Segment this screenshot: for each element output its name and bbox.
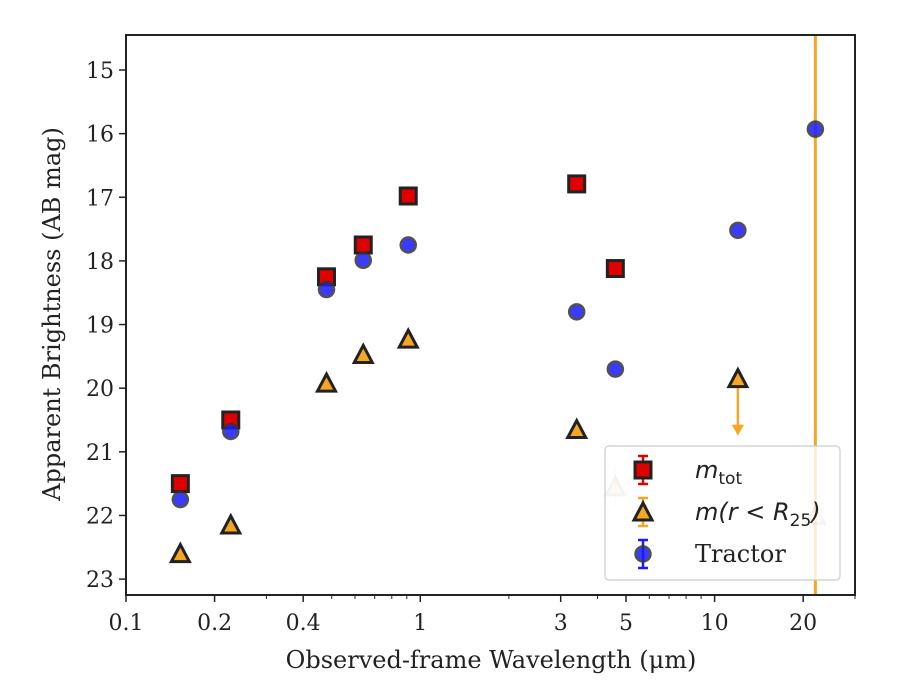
x-tick-label: 1 <box>413 611 427 636</box>
data-point-circle <box>567 303 586 321</box>
y-tick-label: 18 <box>86 250 114 275</box>
y-tick-label: 19 <box>86 314 114 339</box>
y-tick-label: 16 <box>86 123 114 148</box>
data-point-triangle <box>168 541 192 564</box>
legend-label: Tractor <box>695 540 786 568</box>
data-point-square <box>567 174 587 194</box>
plot-frame <box>125 34 856 596</box>
legend-marker-square <box>633 460 653 480</box>
legend-label: mtot <box>695 456 742 489</box>
legend-marker-circle <box>634 545 652 563</box>
y-tick-label: 20 <box>86 377 114 402</box>
legend-box <box>604 445 841 581</box>
data-point-triangle <box>219 512 243 535</box>
legend-marker-triangle <box>631 499 655 522</box>
upper-limit-arrowhead <box>731 424 744 436</box>
y-axis: 15 16 17 18 19 20 21 22 23 <box>86 59 126 593</box>
data-point-square <box>170 474 190 494</box>
data-point-circle <box>317 280 336 299</box>
legend-label: m(r < R25) <box>695 498 821 531</box>
x-tick-label: 20 <box>789 611 817 636</box>
data-point-triangle <box>565 417 589 440</box>
x-tick-label: 0.1 <box>109 611 144 636</box>
data-point-triangle <box>351 342 375 364</box>
y-tick-label: 22 <box>86 504 114 529</box>
data-point-circle <box>354 251 373 270</box>
data-point-circle <box>171 490 190 509</box>
y-tick-label: 23 <box>86 568 114 593</box>
data-point-triangle <box>726 366 750 389</box>
x-axis: 0.1 0.2 0.4 1 3 5 10 20 <box>109 595 856 636</box>
x-tick-label: 10 <box>701 611 729 636</box>
data-point-circle <box>399 236 417 254</box>
x-axis-label: Observed-frame Wavelength (μm) <box>286 646 697 674</box>
data-point-square <box>353 235 373 255</box>
data-point-triangle <box>314 370 338 393</box>
data-point-circle <box>729 221 747 240</box>
data-point-circle <box>222 422 240 441</box>
x-tick-label: 0.4 <box>286 611 321 636</box>
y-axis-label: Apparent Brightness (AB mag) <box>38 127 66 502</box>
y-tick-label: 15 <box>86 59 114 84</box>
x-tick-label: 3 <box>554 611 568 636</box>
y-tick-label: 21 <box>86 441 114 466</box>
data-point-circle <box>806 120 825 138</box>
x-tick-label: 5 <box>619 611 633 636</box>
x-tick-label: 0.2 <box>197 611 232 636</box>
data-point-triangle <box>396 326 420 349</box>
data-point-square <box>398 186 418 206</box>
data-point-square <box>605 259 625 279</box>
data-point-circle <box>606 360 625 378</box>
y-tick-label: 17 <box>86 186 114 211</box>
legend: mtot m(r < R25) Tractor <box>604 445 841 581</box>
